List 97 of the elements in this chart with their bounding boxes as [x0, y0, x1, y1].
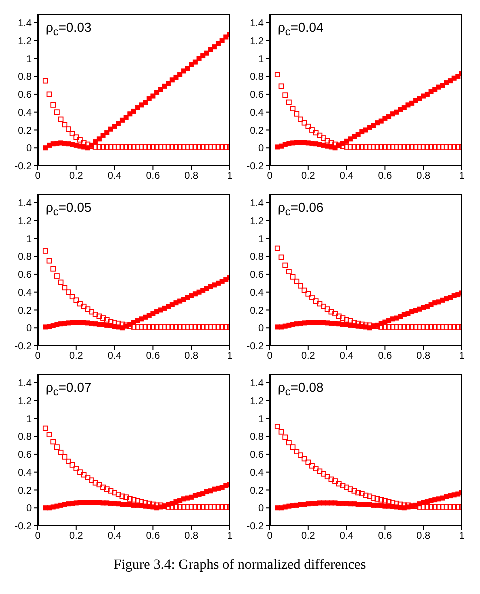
x-tick-label: 0.8	[184, 351, 199, 362]
x-tick-label: 0.6	[146, 351, 161, 362]
y-tick-label: 1	[258, 54, 264, 66]
x-tick-label: 0.2	[301, 351, 316, 362]
y-tick-label: 0.8	[18, 72, 32, 84]
y-tick-label: 0.4	[250, 288, 264, 299]
y-tick-label: 0.8	[250, 252, 264, 264]
y-tick-label: 1	[26, 234, 32, 246]
y-tick-label: 0	[258, 144, 264, 155]
x-tick-label: 0	[267, 351, 274, 362]
y-tick-label: 0	[26, 504, 32, 515]
y-tick-label: 0.2	[18, 306, 32, 317]
y-tick-label: 1.2	[250, 216, 264, 228]
y-tick-label: 1.2	[18, 396, 32, 408]
y-tick-label: 1.4	[250, 198, 264, 210]
x-tick-label: 0.8	[184, 171, 199, 182]
x-tick-label: 0.6	[378, 171, 393, 182]
y-tick-label: 0.6	[18, 270, 32, 282]
x-tick-label: 0.4	[108, 171, 122, 182]
y-tick-label: 1.4	[250, 378, 264, 390]
x-tick-label: 0.6	[378, 351, 393, 362]
x-tick-label: 0.8	[416, 351, 431, 362]
text: ρ$_{c}$=0.03	[46, 20, 92, 39]
x-tick-label: 0.8	[416, 171, 431, 182]
y-tick-label: 1.4	[18, 198, 32, 210]
x-tick-label: 0.2	[69, 351, 84, 362]
x-tick-label: 0.4	[108, 531, 122, 542]
x-tick-label: 1	[459, 171, 466, 182]
y-tick-label: 0.6	[250, 450, 264, 462]
y-tick-label: -0.2	[246, 162, 264, 173]
y-tick-label: 0.6	[250, 90, 264, 102]
x-tick-label: 0	[35, 171, 42, 182]
x-tick-label: 0.2	[301, 531, 316, 542]
y-tick-label: -0.2	[246, 342, 264, 353]
text: ρ$_{c}$=0.06	[278, 200, 324, 219]
y-tick-label: 0.8	[18, 432, 32, 444]
y-tick-label: 1.4	[250, 18, 264, 30]
y-tick-label: 1.4	[18, 378, 32, 390]
x-tick-label: 0.4	[340, 351, 354, 362]
y-tick-label: 0.2	[18, 126, 32, 137]
y-tick-label: 1	[26, 54, 32, 66]
y-tick-label: 0.2	[250, 486, 264, 497]
y-tick-label: 0.2	[250, 126, 264, 137]
text: ρ$_{c}$=0.08	[278, 380, 324, 399]
y-tick-label: 1.2	[18, 216, 32, 228]
y-tick-label: 0.6	[250, 270, 264, 282]
y-tick-label: 1	[258, 414, 264, 426]
x-tick-label: 1	[227, 531, 234, 542]
x-tick-label: 1	[459, 531, 466, 542]
caption: Figure 3.4: Graphs of normalized differences	[112, 558, 368, 574]
y-tick-label: -0.2	[14, 162, 32, 173]
x-tick-label: 0.6	[146, 531, 161, 542]
y-tick-label: 1	[258, 234, 264, 246]
x-tick-label: 0	[267, 531, 274, 542]
x-tick-label: 0.2	[69, 531, 84, 542]
y-tick-label: 0.4	[18, 108, 32, 119]
x-tick-label: 0	[35, 351, 42, 362]
x-tick-label: 0.8	[416, 531, 431, 542]
y-tick-label: 0	[26, 144, 32, 155]
x-tick-label: 0.4	[340, 531, 354, 542]
y-tick-label: 0.8	[250, 72, 264, 84]
y-tick-label: 0.4	[250, 108, 264, 119]
y-tick-label: -0.2	[14, 522, 32, 533]
x-tick-label: 1	[227, 171, 234, 182]
x-tick-label: 0.4	[340, 171, 354, 182]
y-tick-label: 1.4	[18, 18, 32, 30]
y-tick-label: 0.2	[18, 486, 32, 497]
y-tick-label: 0.6	[18, 450, 32, 462]
y-tick-label: 1.2	[18, 36, 32, 48]
y-tick-label: 1.2	[250, 36, 264, 48]
y-tick-label: 0.4	[250, 468, 264, 479]
x-tick-label: 0.8	[184, 531, 199, 542]
text: ρ$_{c}$=0.04	[278, 20, 324, 39]
y-tick-label: -0.2	[246, 522, 264, 533]
x-tick-label: 0	[35, 531, 42, 542]
y-tick-label: -0.2	[14, 342, 32, 353]
x-tick-label: 0.6	[146, 171, 161, 182]
y-tick-label: 0.4	[18, 288, 32, 299]
y-tick-label: 0.4	[18, 468, 32, 479]
x-tick-label: 1	[459, 351, 466, 362]
y-tick-label: 0	[258, 504, 264, 515]
y-tick-label: 0	[258, 324, 264, 335]
x-tick-label: 0	[267, 171, 274, 182]
x-tick-label: 0.2	[69, 171, 84, 182]
text: ρ$_{c}$=0.05	[46, 200, 92, 219]
y-tick-label: 1	[26, 414, 32, 426]
y-tick-label: 0.8	[18, 252, 32, 264]
y-tick-label: 0.2	[250, 306, 264, 317]
y-tick-label: 0.8	[250, 432, 264, 444]
y-tick-label: 0	[26, 324, 32, 335]
x-tick-label: 1	[227, 351, 234, 362]
x-tick-label: 0.4	[108, 351, 122, 362]
x-tick-label: 0.6	[378, 531, 393, 542]
text: ρ$_{c}$=0.07	[46, 380, 92, 399]
y-tick-label: 0.6	[18, 90, 32, 102]
y-tick-label: 1.2	[250, 396, 264, 408]
x-tick-label: 0.2	[301, 171, 316, 182]
